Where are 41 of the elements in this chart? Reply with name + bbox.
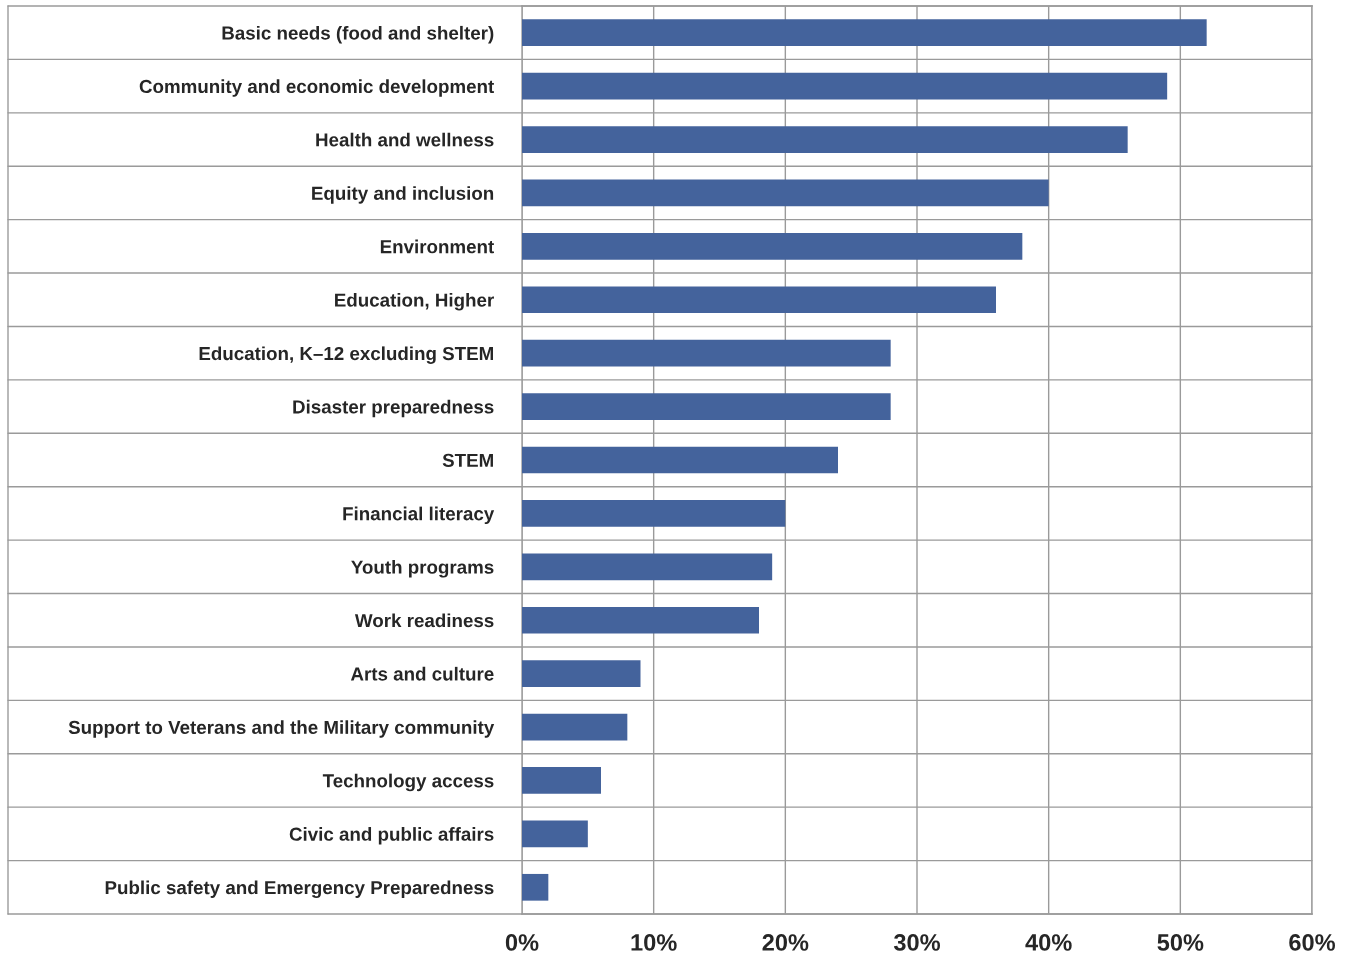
x-tick-label: 50% (1157, 934, 1204, 951)
y-tick-label: Civic and public affairs (289, 827, 494, 845)
x-tick-label: 10% (631, 934, 677, 951)
bar (522, 767, 601, 794)
bar (522, 72, 1168, 100)
bar (522, 179, 1049, 207)
bar (522, 339, 891, 367)
bar (522, 393, 891, 420)
bar (522, 660, 641, 687)
bar (522, 446, 838, 474)
y-tick-label: Arts and culture (350, 666, 494, 681)
x-tick-label: 40% (1025, 934, 1072, 951)
y-tick-label: Basic needs (food and shelter) (222, 25, 494, 44)
x-tick-label: 60% (1289, 934, 1336, 951)
bar (522, 713, 628, 741)
bar (522, 606, 759, 634)
bar (522, 19, 1207, 47)
x-tick-label: 20% (762, 934, 809, 951)
y-tick-label: Environment (380, 239, 494, 254)
y-tick-label: Community and economic development (139, 79, 495, 97)
y-tick-label: Financial literacy (343, 506, 495, 525)
y-tick-label: Education, Higher (335, 292, 494, 311)
bar (522, 553, 773, 581)
y-tick-label: Disaster preparedness (293, 399, 494, 418)
y-tick-label: Public safety and Emergency Preparedness (105, 880, 494, 899)
bar (522, 873, 549, 901)
bar (522, 286, 996, 314)
y-tick-label: Youth programs (351, 560, 494, 578)
y-tick-label: Support to Veterans and the Military community (68, 720, 495, 738)
y-tick-label: Education, K–12 excluding STEM (199, 346, 493, 364)
y-tick-label: Work readiness (354, 613, 494, 628)
bar (522, 126, 1128, 153)
y-tick-label: Health and wellness (316, 132, 494, 147)
x-tick-label: 30% (893, 934, 941, 951)
bar (522, 820, 588, 848)
y-tick-label: Technology access (322, 773, 494, 792)
y-tick-label: STEM (442, 453, 493, 467)
bar (522, 500, 786, 527)
bar (522, 233, 1023, 260)
x-tick-label: 0% (505, 934, 539, 951)
y-tick-label: Equity and inclusion (312, 186, 494, 204)
